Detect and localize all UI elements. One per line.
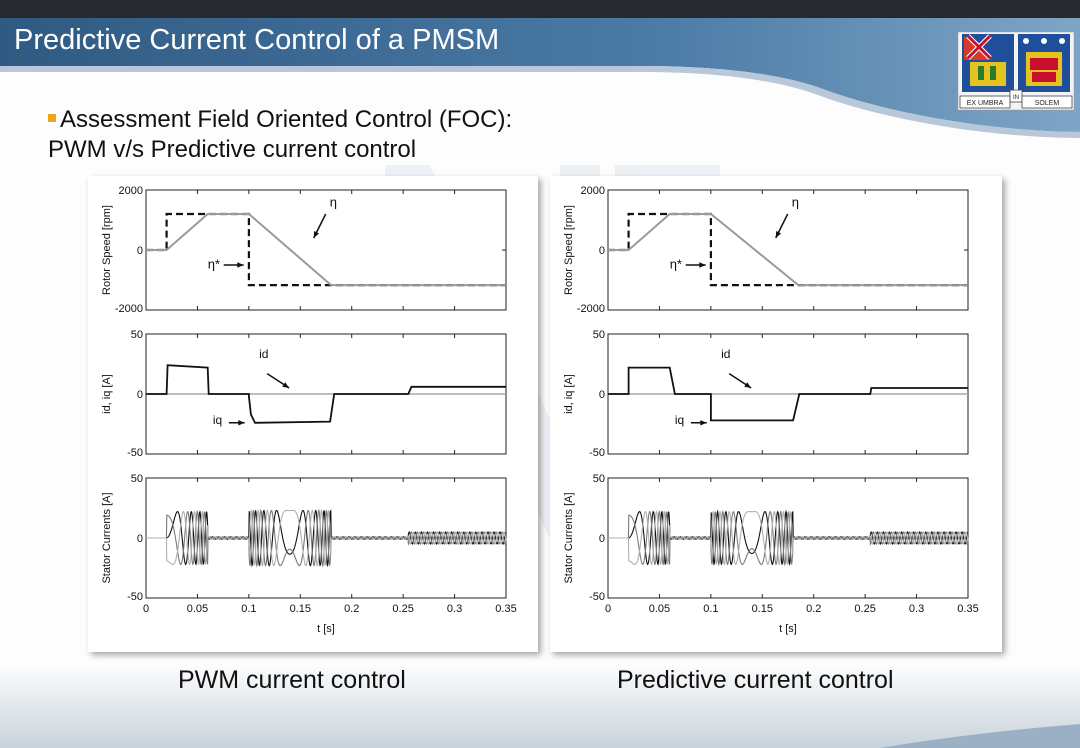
y-axis-label: Rotor Speed [rpm] xyxy=(563,205,575,295)
series-line-η xyxy=(608,213,968,287)
y-tick-label: 0 xyxy=(599,245,605,257)
y-tick-label: 50 xyxy=(593,329,605,341)
x-tick-label: 0.2 xyxy=(806,603,821,615)
subplot-1: 50 0 -50 id, iq [A] id iq xyxy=(563,329,969,459)
phase-current-line-2 xyxy=(146,508,507,568)
plot-frame xyxy=(607,189,969,311)
annotation-iq-arrow-head xyxy=(238,420,245,426)
university-crest: EX UMBRA IN SOLEM xyxy=(957,31,1075,111)
y-tick-label: -50 xyxy=(589,591,605,603)
x-tick-label: 0.1 xyxy=(241,603,256,615)
series-line-iq xyxy=(146,364,506,424)
y-tick-label: -2000 xyxy=(577,303,605,315)
y-tick-label: -50 xyxy=(127,591,143,603)
annotation-id-arrow-head xyxy=(744,382,752,388)
subtitle-text-1: Assessment Field Oriented Control (FOC): xyxy=(60,106,513,133)
annotation-id: id xyxy=(259,347,268,361)
y-axis-label: Stator Currents [A] xyxy=(563,492,575,583)
y-axis-label: id, iq [A] xyxy=(101,374,113,414)
y-tick-label: -50 xyxy=(589,447,605,459)
x-tick-label: 0 xyxy=(143,603,149,615)
annotation-iq-arrow-head xyxy=(700,420,707,426)
x-tick-label: 0.3 xyxy=(909,603,924,615)
crest-motto-right: SOLEM xyxy=(1035,100,1060,107)
y-tick-label: 50 xyxy=(593,473,605,485)
x-tick-label: 0.35 xyxy=(495,603,516,615)
x-tick-label: 0.2 xyxy=(344,603,359,615)
y-tick-label: 50 xyxy=(131,329,143,341)
x-tick-label: 0.05 xyxy=(187,603,208,615)
annotation-eta: η xyxy=(792,195,799,210)
y-tick-label: 2000 xyxy=(581,185,605,197)
series-line-η xyxy=(146,213,506,287)
crest-motto-left: EX UMBRA xyxy=(967,100,1004,107)
pwm-chart-panel: 2000 0 -2000 Rotor Speed [rpm] η η* 50 0 -50 id, … xyxy=(88,176,538,652)
crest-motto-mid: IN xyxy=(1013,95,1019,101)
y-axis-label: id, iq [A] xyxy=(563,374,575,414)
x-tick-label: 0.05 xyxy=(649,603,670,615)
x-axis-label: t [s] xyxy=(779,623,797,635)
x-tick-label: 0.1 xyxy=(703,603,718,615)
subtitle-line-1: Assessment Field Oriented Control (FOC): xyxy=(48,106,512,134)
phase-current-line-1 xyxy=(608,509,969,566)
phase-current-line-1 xyxy=(146,509,507,568)
y-tick-label: 2000 xyxy=(119,185,143,197)
annotation-eta-ref: η* xyxy=(670,257,682,272)
x-tick-label: 0.15 xyxy=(752,603,773,615)
x-tick-label: 0.25 xyxy=(854,603,875,615)
phase-current-line-3 xyxy=(146,509,507,568)
annotation-id-arrow-head xyxy=(282,382,290,388)
subplot-1: 50 0 -50 id, iq [A] id iq xyxy=(101,329,507,459)
y-axis-label: Stator Currents [A] xyxy=(101,492,113,583)
predictive-caption: Predictive current control xyxy=(617,666,894,694)
x-tick-label: 0.35 xyxy=(957,603,978,615)
y-tick-label: 0 xyxy=(599,389,605,401)
annotation-iq: iq xyxy=(213,413,222,427)
annotation-eta-ref-arrow-head xyxy=(699,262,706,268)
predictive-chart-panel: 2000 0 -2000 Rotor Speed [rpm] η η* 50 0 -50 id, … xyxy=(550,176,1002,652)
subtitle-line-2: PWM v/s Predictive current control xyxy=(48,136,417,163)
slide-title: Predictive Current Control of a PMSM xyxy=(14,24,500,56)
annotation-iq: iq xyxy=(675,413,684,427)
phase-current-line-3 xyxy=(608,510,969,566)
bullet-icon xyxy=(48,113,56,122)
annotation-id: id xyxy=(721,347,730,361)
annotation-eta-arrow-head xyxy=(313,231,320,238)
phase-current-line-2 xyxy=(608,509,969,567)
x-tick-label: 0.3 xyxy=(447,603,462,615)
annotation-eta-arrow-head xyxy=(775,231,782,238)
y-tick-label: 0 xyxy=(137,245,143,257)
series-line-iq xyxy=(608,366,968,422)
y-tick-label: 0 xyxy=(599,533,605,545)
y-axis-label: Rotor Speed [rpm] xyxy=(101,205,113,295)
y-tick-label: 50 xyxy=(131,473,143,485)
annotation-eta: η xyxy=(330,195,337,210)
y-tick-label: 0 xyxy=(137,533,143,545)
annotation-eta-ref: η* xyxy=(208,257,220,272)
pwm-caption: PWM current control xyxy=(178,666,406,694)
x-tick-label: 0 xyxy=(605,603,611,615)
annotation-eta-ref-arrow-head xyxy=(237,262,244,268)
x-tick-label: 0.15 xyxy=(290,603,311,615)
y-tick-label: -50 xyxy=(127,447,143,459)
x-axis-label: t [s] xyxy=(317,623,335,635)
y-tick-label: -2000 xyxy=(115,303,143,315)
plot-frame xyxy=(145,189,507,311)
y-tick-label: 0 xyxy=(137,389,143,401)
x-tick-label: 0.25 xyxy=(392,603,413,615)
